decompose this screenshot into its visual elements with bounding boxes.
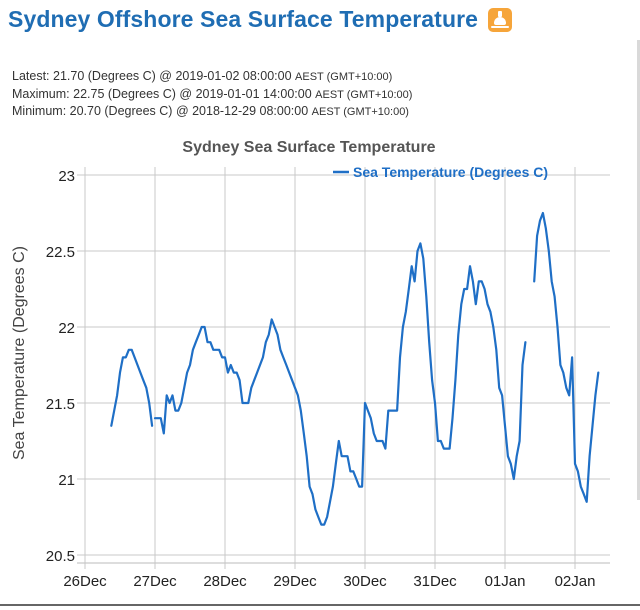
y-ticks: 20.5 21 21.5 22 22.5 23 (46, 168, 75, 565)
page-title: Sydney Offshore Sea Surface Temperature (8, 6, 513, 33)
y-tick-label: 21.5 (46, 396, 75, 413)
y-axis-label: Sea Temperature (Degrees C) (11, 246, 28, 460)
x-tick-label: 31Dec (413, 573, 457, 590)
series-lines (110, 211, 600, 526)
y-tick-label: 23 (58, 168, 75, 185)
y-tick-label: 20.5 (46, 548, 75, 565)
y-tick-label: 22 (58, 320, 75, 337)
stat-minimum: Minimum: 20.70 (Degrees C) @ 2018-12-29 … (12, 104, 409, 118)
legend: Sea Temperature (Degrees C) (333, 164, 548, 180)
y-tick-label: 22.5 (46, 244, 75, 261)
stat-latest: Latest: 21.70 (Degrees C) @ 2019-01-02 0… (12, 69, 393, 83)
buoy-icon (488, 7, 513, 32)
temperature-chart: Sydney Sea Surface Temperature Sea Tempe… (11, 139, 610, 590)
x-ticks: 26Dec 27Dec 28Dec 29Dec 30Dec 31Dec 01Jan 02Jan (63, 573, 595, 590)
stats-panel: Latest: 21.70 (Degrees C) @ 2019-01-02 0… (12, 68, 412, 121)
x-tick-label: 30Dec (343, 573, 387, 590)
x-tick-label: 01Jan (485, 573, 526, 590)
stat-maximum: Maximum: 22.75 (Degrees C) @ 2019-01-01 … (12, 86, 413, 101)
scrollbar[interactable] (637, 40, 640, 500)
x-tick-label: 29Dec (273, 573, 317, 590)
grid (77, 167, 610, 569)
legend-label: Sea Temperature (Degrees C) (353, 164, 548, 180)
x-tick-label: 26Dec (63, 573, 107, 590)
divider (0, 604, 640, 606)
series-line (533, 211, 600, 503)
chart-title: Sydney Sea Surface Temperature (182, 139, 435, 156)
page-title-text: Sydney Offshore Sea Surface Temperature (8, 6, 479, 32)
x-tick-label: 02Jan (555, 573, 596, 590)
x-tick-label: 28Dec (203, 573, 247, 590)
y-tick-label: 21 (58, 472, 75, 489)
series-line (153, 242, 527, 526)
x-tick-label: 27Dec (133, 573, 177, 590)
series-line (110, 348, 154, 427)
